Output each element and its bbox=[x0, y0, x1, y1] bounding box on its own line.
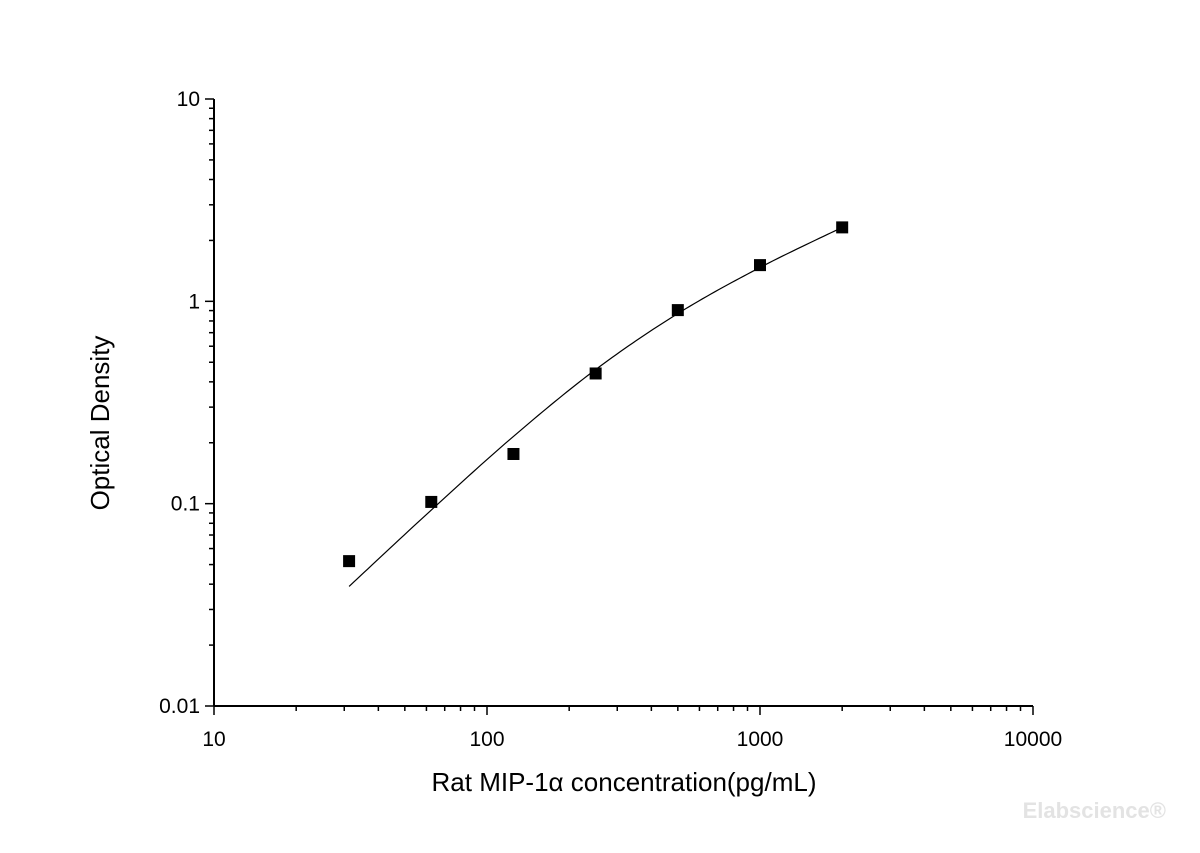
data-point bbox=[589, 367, 602, 380]
y-tick-label: 1 bbox=[188, 290, 200, 313]
data-point bbox=[507, 447, 520, 460]
y-tick-label: 0.01 bbox=[159, 695, 200, 718]
fit-curve-line bbox=[348, 226, 843, 587]
data-point bbox=[425, 495, 438, 508]
x-tick-label: 10 bbox=[202, 728, 225, 751]
data-point bbox=[343, 555, 356, 568]
data-points-layer bbox=[343, 221, 849, 568]
data-point bbox=[754, 259, 766, 272]
watermark-logo: Elabscience® bbox=[1023, 798, 1166, 823]
y-tick-label: 10 bbox=[177, 88, 200, 111]
y-tick-label: 0.1 bbox=[171, 493, 200, 516]
data-point bbox=[836, 221, 849, 234]
axes: 10 100 1000 10000 0.01 0.1 1 10 bbox=[159, 88, 1062, 751]
x-tick-label: 10000 bbox=[1004, 728, 1062, 751]
x-axis-title: Rat MIP-1α concentration(pg/mL) bbox=[432, 767, 817, 797]
x-tick-label: 1000 bbox=[737, 728, 784, 751]
fit-curve-layer bbox=[348, 226, 843, 587]
x-tick-label: 100 bbox=[469, 728, 504, 751]
y-axis-title: Optical Density bbox=[85, 336, 115, 511]
data-point bbox=[671, 304, 684, 317]
